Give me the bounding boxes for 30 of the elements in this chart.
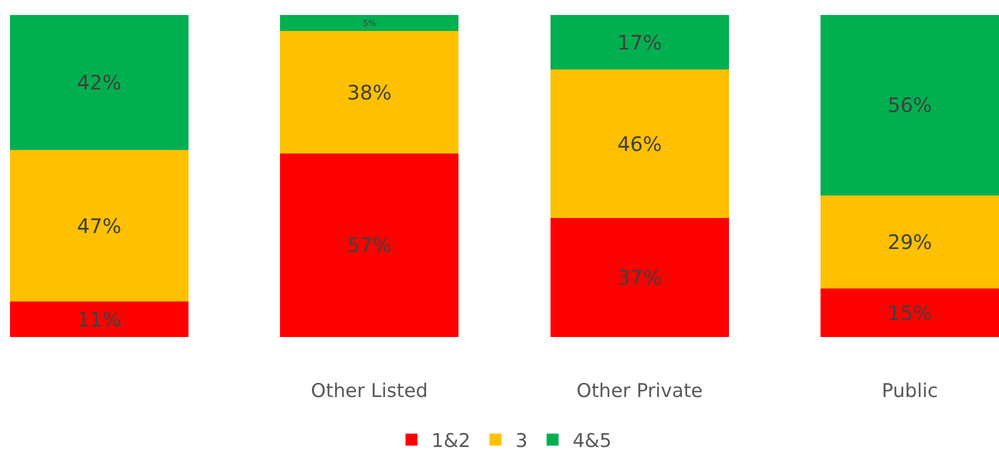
data-label: 17% bbox=[617, 30, 662, 54]
bar bbox=[820, 288, 999, 337]
data-label: 57% bbox=[347, 233, 392, 258]
bar bbox=[820, 195, 999, 289]
data-label: 38% bbox=[347, 80, 392, 104]
data-label: 42% bbox=[76, 70, 122, 95]
bar bbox=[10, 150, 188, 302]
data-label: 5% bbox=[362, 18, 376, 28]
legend-label: 3 bbox=[516, 430, 528, 452]
x-tick-label: Other Private bbox=[576, 380, 703, 402]
data-label: 47% bbox=[76, 214, 122, 238]
data-label: 56% bbox=[888, 93, 932, 118]
bar bbox=[10, 302, 188, 337]
data-label: 11% bbox=[76, 307, 122, 332]
legend-label: 4&5 bbox=[572, 430, 612, 452]
bar bbox=[280, 153, 459, 337]
data-label: 15% bbox=[888, 300, 932, 325]
data-label: 46% bbox=[617, 132, 662, 156]
data-label: 29% bbox=[888, 230, 932, 254]
x-tick-label: Public bbox=[882, 380, 938, 402]
bar bbox=[550, 218, 729, 337]
bar bbox=[280, 31, 459, 154]
bar bbox=[550, 70, 729, 218]
data-label: 37% bbox=[617, 265, 662, 290]
legend-label: 1&2 bbox=[432, 430, 470, 452]
x-tick-label: Other Listed bbox=[310, 380, 428, 402]
bar bbox=[280, 15, 459, 32]
bar bbox=[820, 15, 999, 196]
bar bbox=[10, 15, 188, 150]
bar bbox=[550, 15, 729, 70]
